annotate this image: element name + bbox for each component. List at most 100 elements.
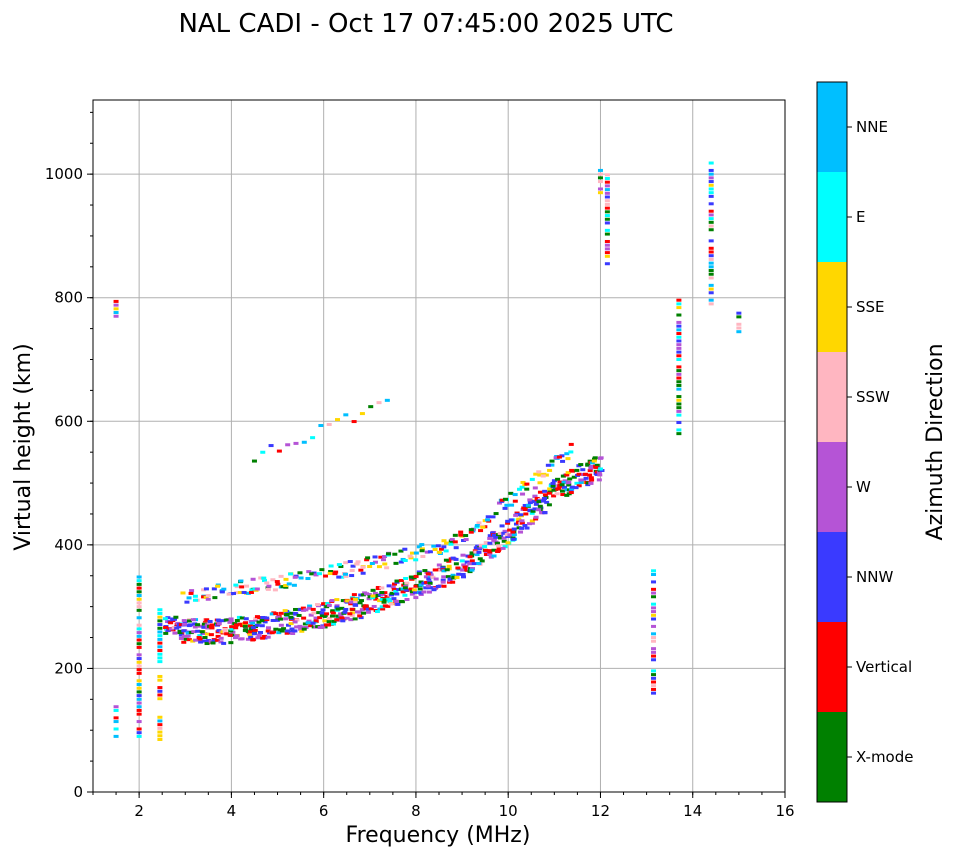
data-point bbox=[588, 481, 594, 485]
colorbar-segment-w bbox=[817, 442, 847, 532]
data-point bbox=[299, 629, 305, 633]
data-point bbox=[651, 610, 657, 614]
data-point bbox=[315, 603, 321, 607]
data-point bbox=[343, 572, 349, 576]
data-point bbox=[487, 552, 493, 556]
data-point bbox=[292, 575, 298, 579]
data-point bbox=[550, 481, 556, 485]
data-point bbox=[298, 627, 304, 631]
data-point bbox=[379, 598, 385, 602]
data-point bbox=[349, 574, 355, 578]
data-point bbox=[736, 322, 742, 326]
colorbar-tick-label: X-mode bbox=[856, 748, 913, 766]
data-point bbox=[436, 550, 442, 554]
data-point bbox=[651, 617, 657, 621]
data-point bbox=[604, 191, 610, 195]
data-point bbox=[113, 314, 119, 318]
data-point bbox=[376, 401, 382, 405]
data-point bbox=[243, 621, 249, 625]
data-point bbox=[547, 468, 553, 472]
data-point bbox=[326, 422, 332, 426]
data-point bbox=[136, 631, 142, 635]
data-point bbox=[573, 486, 579, 490]
data-point bbox=[358, 599, 364, 603]
data-point bbox=[257, 616, 263, 620]
data-point bbox=[365, 610, 371, 614]
data-point bbox=[285, 443, 291, 447]
data-point bbox=[560, 474, 566, 478]
data-point bbox=[413, 574, 419, 578]
data-point bbox=[136, 697, 142, 701]
data-point bbox=[391, 597, 397, 601]
data-point bbox=[345, 599, 351, 603]
data-point bbox=[445, 575, 451, 579]
data-point bbox=[181, 640, 187, 644]
data-point bbox=[536, 508, 542, 512]
data-point bbox=[157, 656, 163, 660]
data-point bbox=[416, 570, 422, 574]
data-point bbox=[192, 625, 198, 629]
data-point bbox=[536, 470, 542, 474]
data-point bbox=[333, 570, 339, 574]
data-point bbox=[380, 558, 386, 562]
data-point bbox=[136, 682, 142, 686]
data-point bbox=[211, 587, 217, 591]
data-point bbox=[604, 221, 610, 225]
data-point bbox=[157, 697, 163, 701]
data-point bbox=[325, 601, 331, 605]
data-point bbox=[390, 585, 396, 589]
data-point bbox=[400, 590, 406, 594]
data-point bbox=[364, 558, 370, 562]
data-point bbox=[676, 406, 682, 410]
data-point bbox=[449, 538, 455, 542]
data-point bbox=[470, 567, 476, 571]
data-point bbox=[580, 468, 586, 472]
data-point bbox=[205, 597, 211, 601]
data-point bbox=[317, 626, 323, 630]
data-point bbox=[285, 629, 291, 633]
data-point bbox=[547, 487, 553, 491]
data-point bbox=[393, 589, 399, 593]
data-point bbox=[516, 517, 522, 521]
data-point bbox=[490, 515, 496, 519]
data-point bbox=[157, 637, 163, 641]
data-point bbox=[510, 530, 516, 534]
data-point bbox=[273, 627, 279, 631]
data-point bbox=[278, 623, 284, 627]
data-point bbox=[330, 609, 336, 613]
data-point bbox=[157, 619, 163, 623]
data-point bbox=[524, 526, 530, 530]
data-point bbox=[136, 594, 142, 598]
data-point bbox=[583, 476, 589, 480]
data-point bbox=[260, 450, 266, 454]
x-tick-label: 4 bbox=[227, 802, 237, 820]
colorbar-tick-label: SSW bbox=[856, 388, 890, 406]
data-point bbox=[215, 618, 221, 622]
data-point bbox=[487, 536, 493, 540]
data-point bbox=[370, 594, 376, 598]
data-point bbox=[353, 603, 359, 607]
data-point bbox=[332, 572, 338, 576]
data-point bbox=[597, 168, 603, 172]
data-point bbox=[256, 633, 262, 637]
data-point bbox=[201, 625, 207, 629]
data-point bbox=[264, 618, 270, 622]
data-point bbox=[136, 708, 142, 712]
y-axis-ticks: 0 200 400 600 800 1000 bbox=[45, 111, 93, 801]
data-point bbox=[227, 620, 233, 624]
data-point bbox=[276, 449, 282, 453]
data-point bbox=[157, 626, 163, 630]
data-point bbox=[491, 554, 497, 558]
data-point bbox=[708, 217, 714, 221]
data-point bbox=[136, 575, 142, 579]
data-point bbox=[426, 590, 432, 594]
data-point bbox=[157, 649, 163, 653]
data-point bbox=[294, 618, 300, 622]
data-point bbox=[113, 311, 119, 315]
data-point bbox=[335, 607, 341, 611]
data-point bbox=[527, 508, 533, 512]
data-point bbox=[281, 627, 287, 631]
data-point bbox=[604, 217, 610, 221]
data-point bbox=[250, 577, 256, 581]
data-point bbox=[676, 369, 682, 373]
